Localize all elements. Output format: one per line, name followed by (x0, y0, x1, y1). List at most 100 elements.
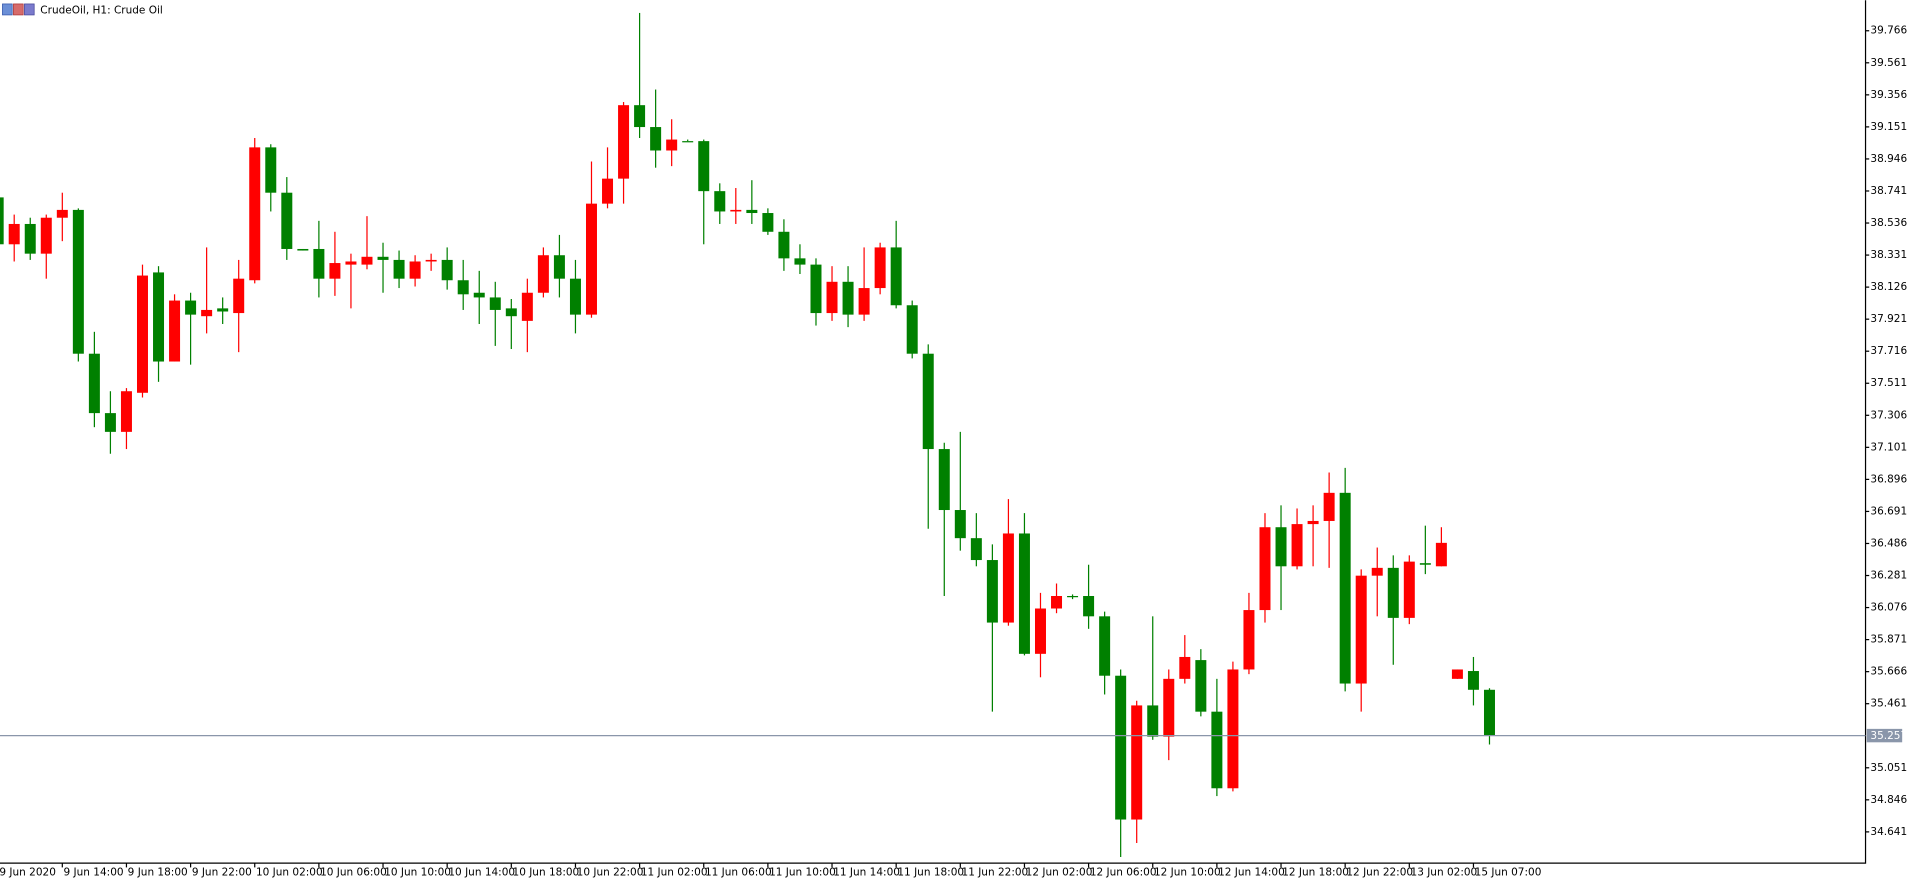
candle-body (217, 308, 229, 312)
candle-body (794, 258, 806, 265)
candle-body (88, 353, 100, 414)
candle-body (0, 197, 4, 245)
candle-body (666, 139, 678, 151)
candle-body (169, 300, 181, 362)
candle-body (377, 256, 389, 260)
candle-body (1018, 533, 1030, 654)
symbol-icon (2, 3, 35, 16)
candle-body (553, 255, 565, 279)
x-tick-label: 10 Jun 18:00 (513, 866, 580, 878)
x-tick-label: 10 Jun 22:00 (577, 866, 644, 878)
y-tick-label: 38.536 (1870, 217, 1907, 229)
candle-body (970, 538, 982, 561)
y-tick-label: 39.356 (1870, 89, 1907, 101)
chart-title: CrudeOil, H1: Crude Oil (40, 5, 163, 17)
candle-body (72, 209, 84, 354)
x-tick-label: 11 Jun 02:00 (641, 866, 708, 878)
candle-body (922, 353, 934, 450)
candle-body (393, 259, 405, 279)
candle-body (986, 560, 998, 623)
y-tick-label: 36.281 (1870, 570, 1907, 582)
x-tick-label: 11 Jun 22:00 (962, 866, 1029, 878)
y-tick-label: 36.691 (1870, 505, 1907, 517)
candles (0, 12, 1495, 858)
candle-body (1115, 675, 1127, 820)
x-tick-label: 11 Jun 14:00 (833, 866, 900, 878)
x-tick-label: 12 Jun 02:00 (1026, 866, 1093, 878)
x-tick-label: 10 Jun 02:00 (256, 866, 323, 878)
candle-body (473, 292, 485, 298)
candle-body (1195, 660, 1207, 712)
y-tick-label: 35.871 (1870, 634, 1907, 646)
y-tick-label: 38.331 (1870, 249, 1907, 261)
candle-body (1323, 492, 1335, 521)
x-tick-label: 9 Jun 22:00 (192, 866, 252, 878)
candle-body (1371, 567, 1383, 576)
candle-body (153, 272, 165, 362)
candle-body (425, 259, 437, 262)
current-price-box (1866, 728, 1903, 743)
candle-body (24, 223, 36, 254)
candle-body (1339, 492, 1351, 684)
candle-body (185, 300, 197, 315)
y-tick-label: 39.151 (1870, 121, 1907, 133)
candle-body (954, 510, 966, 539)
candle-body (297, 248, 309, 251)
x-tick-label: 12 Jun 10:00 (1154, 866, 1221, 878)
y-tick-label: 39.766 (1870, 25, 1907, 37)
candle-body (136, 275, 148, 393)
candle-body (602, 178, 614, 204)
candle-body (1355, 575, 1367, 684)
y-tick-label: 39.561 (1870, 57, 1907, 69)
candle-body (810, 264, 822, 314)
candle-body (521, 292, 533, 321)
y-tick-label: 36.896 (1870, 473, 1907, 485)
candle-body (313, 248, 325, 279)
candle-body (1147, 705, 1159, 737)
candle-body (714, 191, 726, 212)
candle-body (457, 280, 469, 295)
candle-body (1099, 616, 1111, 676)
candle-body (1259, 527, 1271, 611)
candle-body (569, 278, 581, 315)
candle-body (842, 281, 854, 315)
y-tick-label: 36.486 (1870, 537, 1907, 549)
candle-body (1467, 671, 1479, 690)
y-tick-label: 35.051 (1870, 762, 1907, 774)
x-tick-label: 15 Jun 07:00 (1475, 866, 1542, 878)
candle-body (489, 297, 501, 310)
candle-body (201, 309, 213, 317)
candle-body (409, 261, 421, 279)
candle-body (858, 288, 870, 315)
x-tick-label: 12 Jun 22:00 (1346, 866, 1413, 878)
candle-body (1051, 595, 1063, 609)
x-tick-label: 9 Jun 2020 (0, 866, 56, 878)
candle-body (1163, 678, 1175, 737)
candle-body (585, 203, 597, 315)
candle-body (345, 261, 357, 265)
y-tick-label: 38.126 (1870, 281, 1907, 293)
candle-body (1227, 669, 1239, 789)
candle-body (361, 256, 373, 265)
x-tick-label: 12 Jun 14:00 (1218, 866, 1285, 878)
candle-body (906, 305, 918, 354)
candle-body (762, 213, 774, 232)
candle-body (505, 308, 517, 317)
candle-body (1387, 567, 1399, 618)
candle-body (281, 192, 293, 249)
candle-body (1291, 524, 1303, 567)
candle-body (1211, 711, 1223, 789)
y-tick-label: 38.946 (1870, 153, 1907, 165)
candle-body (634, 105, 646, 128)
y-tick-label: 36.076 (1870, 602, 1907, 614)
candle-body (104, 413, 116, 432)
x-tick-label: 10 Jun 06:00 (320, 866, 387, 878)
x-tick-label: 12 Jun 06:00 (1090, 866, 1157, 878)
x-tick-label: 9 Jun 18:00 (128, 866, 188, 878)
candle-body (1419, 563, 1431, 565)
candle-body (329, 263, 341, 279)
x-tick-label: 11 Jun 10:00 (769, 866, 836, 878)
candle-body (1307, 520, 1319, 525)
